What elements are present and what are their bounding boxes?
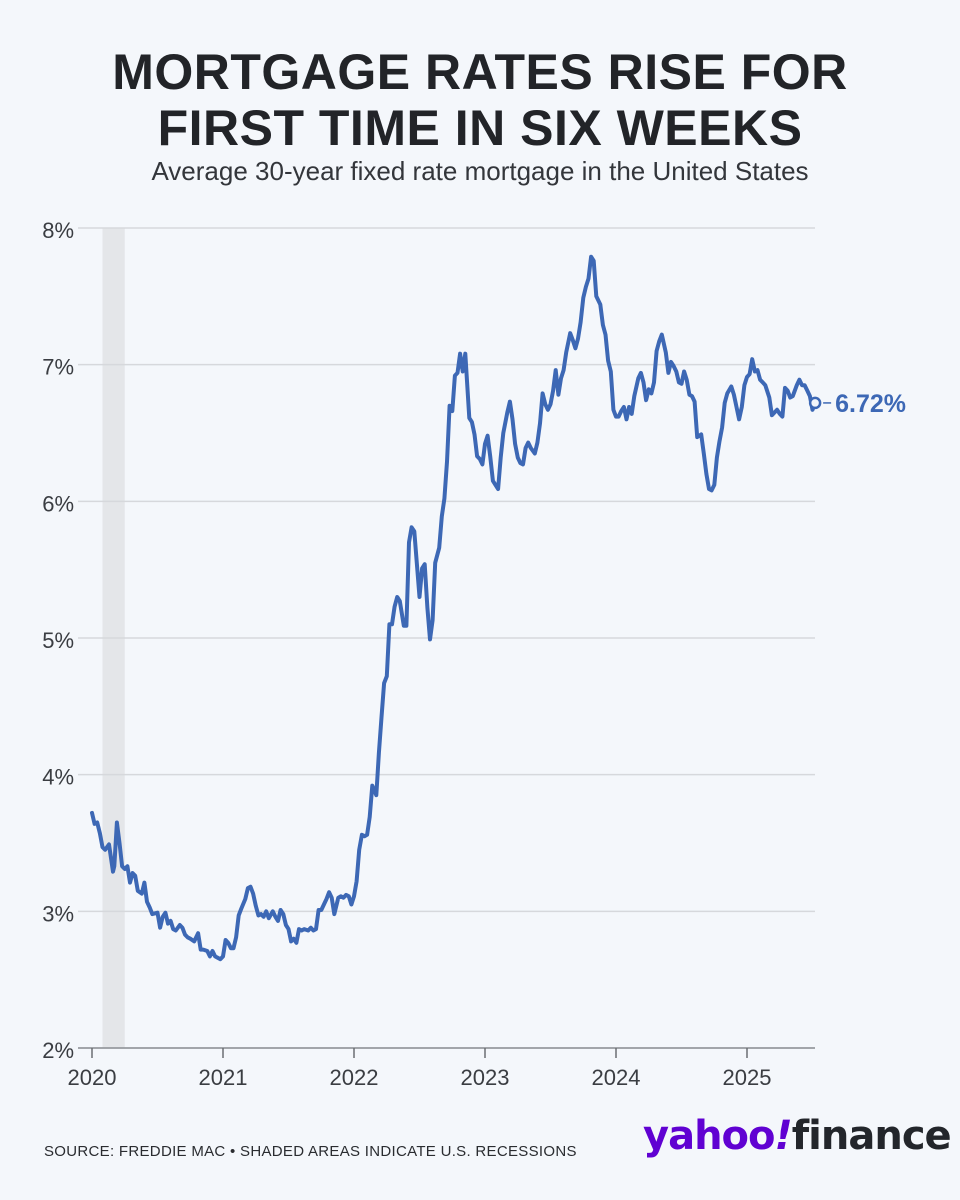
source-note: SOURCE: FREDDIE MAC • SHADED AREAS INDIC… bbox=[44, 1143, 577, 1160]
y-tick-label: 8% bbox=[42, 218, 74, 243]
y-tick-label: 2% bbox=[42, 1038, 74, 1063]
y-tick-label: 6% bbox=[42, 491, 74, 516]
y-tick-label: 4% bbox=[42, 765, 74, 790]
x-tick-label: 2023 bbox=[461, 1065, 510, 1090]
chart-title-line-2: FIRST TIME IN SIX WEEKS bbox=[157, 100, 803, 156]
chart-title-line-1: MORTGAGE RATES RISE FOR bbox=[112, 44, 848, 100]
x-tick-label: 2021 bbox=[199, 1065, 248, 1090]
chart-subtitle: Average 30-year fixed rate mortgage in t… bbox=[151, 156, 809, 186]
x-tick-label: 2020 bbox=[68, 1065, 117, 1090]
logo-finance-text: finance bbox=[791, 1113, 952, 1159]
logo-exclamation: ! bbox=[774, 1113, 793, 1159]
x-tick-label: 2022 bbox=[330, 1065, 379, 1090]
y-tick-label: 3% bbox=[42, 901, 74, 926]
yahoo-finance-logo: yahoo!finance bbox=[643, 1113, 952, 1163]
rate-series-line bbox=[90, 254, 818, 962]
x-tick-label: 2025 bbox=[723, 1065, 772, 1090]
x-tick-label: 2024 bbox=[592, 1065, 641, 1090]
y-tick-label: 7% bbox=[42, 355, 74, 380]
latest-value-label: 6.72% bbox=[835, 390, 906, 418]
logo-yahoo-text: yahoo bbox=[643, 1113, 776, 1159]
chart-title: MORTGAGE RATES RISE FOR FIRST TIME IN SI… bbox=[0, 44, 960, 156]
y-tick-label: 5% bbox=[42, 628, 74, 653]
latest-value-marker bbox=[808, 396, 822, 410]
